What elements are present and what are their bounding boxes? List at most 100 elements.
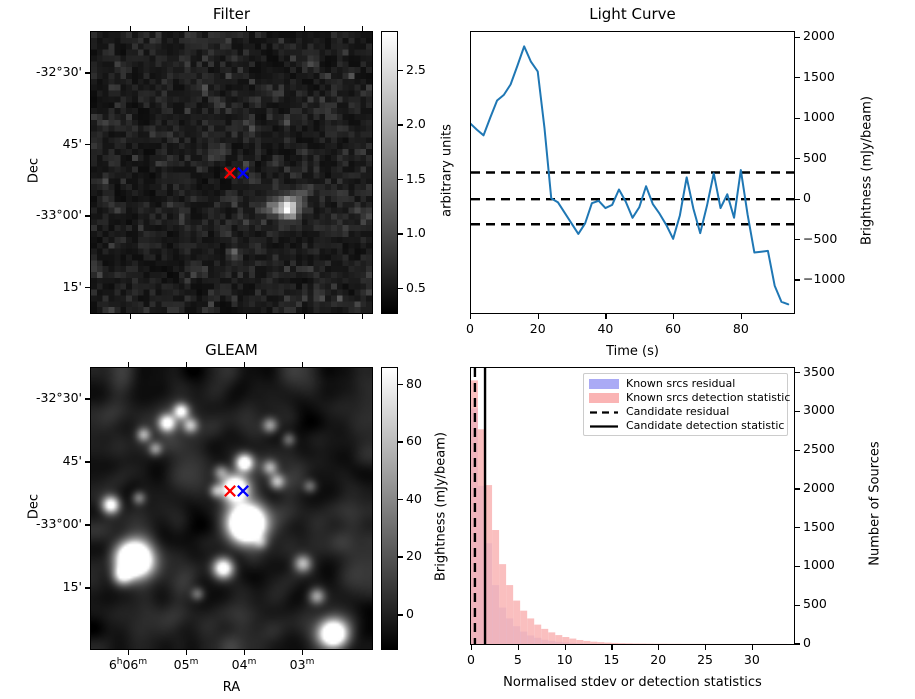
lightcurve-ytick-label-5: 1500 [803, 68, 835, 84]
histogram-plot [471, 368, 787, 644]
histogram-ytick-label-4: 2000 [803, 479, 835, 495]
lightcurve-xtick-4 [740, 314, 743, 319]
lightcurve-ytick-6 [795, 36, 800, 39]
legend-key-0 [589, 379, 619, 389]
histogram-bar [618, 643, 626, 644]
histogram-bar [569, 638, 577, 644]
lightcurve-xtick-label-4: 80 [732, 321, 749, 336]
histogram-legend: Known srcs residual Known srcs detection … [583, 373, 791, 436]
legend-label-1: Known srcs detection statistic [626, 391, 791, 404]
gleam-xlabel: RA [222, 680, 241, 695]
filter-cbar-label-1: 1.0 [406, 225, 426, 240]
lightcurve-ytick-5 [795, 77, 800, 79]
filter-xtick-t-4 [362, 26, 364, 31]
lightcurve-xtick-label-0: 0 [466, 321, 474, 336]
histogram-bar [485, 485, 493, 644]
gleam-ytick-1 [85, 461, 90, 463]
gleam-xtick-1 [186, 650, 188, 655]
filter-noise-map [91, 32, 372, 313]
filter-panel-title: Filter [212, 5, 251, 23]
lightcurve-ytick-label-1: −500 [803, 230, 838, 246]
lightcurve-ytick-4 [795, 117, 800, 119]
histogram-bar [534, 624, 542, 644]
filter-ytick-1 [85, 143, 90, 146]
histogram-bar [506, 585, 514, 644]
gleam-ytick-label-2: -33°00' [35, 516, 82, 531]
gleam-colorbar-label: Brightness (mJy/beam) [433, 431, 449, 581]
lightcurve-xtick-3 [673, 314, 675, 319]
gleam-ylabel: Dec [26, 493, 42, 519]
gleam-cbar-label-3: 60 [406, 433, 422, 448]
lightcurve-ytick-label-2: 0 [803, 190, 811, 206]
legend-entry-2: Candidate residual [589, 405, 782, 419]
histogram-bar [576, 639, 584, 644]
lightcurve-xlabel: Time (s) [606, 344, 659, 359]
gleam-xtick-t-3 [302, 362, 304, 367]
gleam-xtick-t-0 [128, 362, 130, 367]
histogram-xtick-5 [705, 645, 707, 650]
histogram-ytick-0 [795, 643, 800, 645]
histogram-ytick-label-2: 1000 [803, 557, 835, 573]
histogram-xtick-label-2: 10 [556, 652, 573, 667]
filter-xtick-t-0 [130, 26, 132, 31]
filter-cbar-tick-1 [398, 233, 403, 235]
filter-xtick-b-4 [362, 314, 364, 319]
histogram-bar [625, 643, 633, 644]
legend-entry-0: Known srcs residual [589, 377, 782, 391]
histogram-bar [541, 628, 549, 644]
gleam-cbar-label-0: 0 [406, 606, 414, 621]
histogram-bar [499, 564, 507, 644]
gleam-ytick-2 [85, 524, 90, 526]
lightcurve-ytick-3 [795, 158, 800, 160]
gleam-ytick-0 [85, 398, 90, 400]
legend-key-3 [589, 421, 619, 432]
lightcurve-line [471, 45, 790, 306]
lightcurve-ylabel: Brightness (mJy/beam) [859, 95, 875, 245]
histogram-bar [548, 632, 556, 644]
gleam-cbar-tick-1 [398, 556, 403, 558]
gleam-cbar-label-2: 40 [406, 490, 422, 506]
filter-ytick-label-2: -33°00' [35, 207, 82, 222]
gleam-xtick-label-1: 05m [173, 657, 199, 673]
filter-ytick-3 [85, 286, 90, 289]
filter-cbar-tick-3 [398, 124, 403, 126]
gleam-cbar-label-1: 20 [406, 548, 422, 563]
filter-ytick-label-3: 15' [62, 278, 82, 294]
histogram-ylabel: Number of Sources [867, 441, 883, 566]
gleam-panel-title: GLEAM [205, 341, 258, 359]
filter-xtick-t-3 [304, 26, 306, 31]
gleam-xtick-label-2: 04m [231, 657, 257, 673]
lightcurve-ytick-label-0: −1000 [803, 271, 846, 287]
histogram-xtick-label-3: 15 [603, 652, 620, 667]
filter-ytick-label-0: -32°30' [35, 64, 82, 79]
gleam-cbar-tick-3 [398, 441, 403, 443]
lightcurve-ytick-0 [795, 279, 800, 281]
histogram-ytick-label-1: 500 [803, 596, 827, 612]
gleam-cbar-tick-2 [398, 498, 403, 501]
histogram-xtick-4 [658, 645, 660, 650]
filter-cbar-tick-2 [398, 178, 403, 181]
filter-ytick-2 [85, 215, 90, 217]
filter-colorbar [381, 31, 398, 314]
gleam-xtick-3 [302, 650, 304, 655]
legend-key-1 [589, 393, 619, 403]
histogram-xtick-label-4: 20 [650, 652, 667, 667]
filter-cbar-label-0: 0.5 [406, 279, 426, 295]
histogram-ytick-2 [795, 565, 800, 568]
histogram-xtick-2 [564, 645, 566, 650]
histogram-bar [555, 635, 563, 644]
filter-cbar-tick-0 [398, 287, 403, 290]
histogram-xtick-1 [517, 645, 519, 650]
legend-key-2 [589, 407, 619, 418]
histogram-ytick-7 [795, 372, 800, 374]
filter-ylabel: Dec [26, 157, 42, 183]
lightcurve-ytick-2 [795, 198, 800, 200]
lightcurve-plot [471, 45, 794, 306]
lightcurve-ytick-label-3: 500 [803, 149, 827, 165]
lightcurve-ytick-label-6: 2000 [803, 28, 835, 44]
histogram-ytick-label-0: 0 [803, 635, 811, 650]
histogram-xtick-label-5: 25 [697, 652, 713, 667]
histogram-ytick-label-3: 1500 [803, 518, 835, 534]
histogram-bar [590, 641, 598, 644]
